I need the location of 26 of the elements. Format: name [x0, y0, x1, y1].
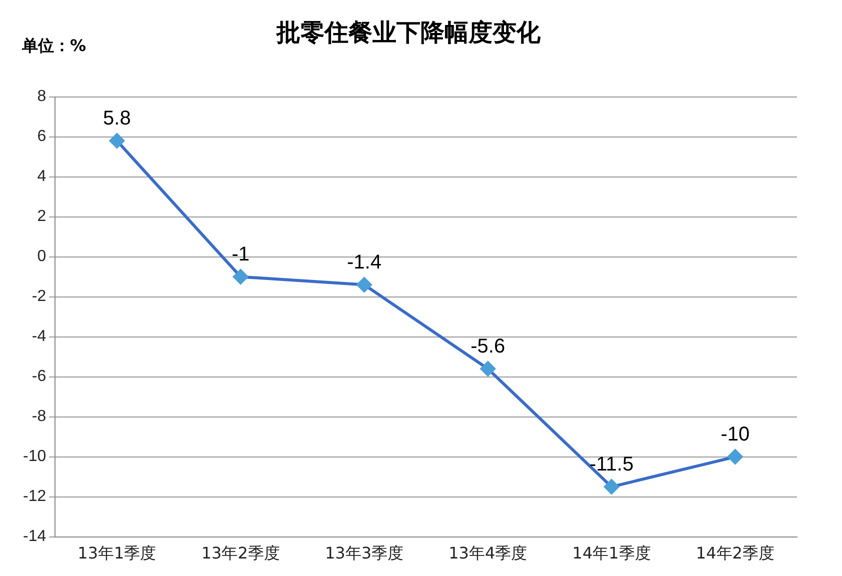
x-tick-label: 13年1季度: [78, 544, 156, 563]
x-tick-label: 13年2季度: [201, 544, 280, 563]
y-tick-label: 4: [37, 168, 46, 186]
y-tick-label: -2: [32, 288, 46, 306]
data-label: -5.6: [470, 335, 506, 358]
y-axis-title: 单位：%: [22, 36, 86, 57]
y-tick-label: 2: [37, 208, 46, 226]
data-label: -11.5: [589, 453, 634, 476]
y-tick-label: -4: [32, 328, 46, 346]
data-label: -1: [232, 243, 250, 266]
x-tick-label: 13年4季度: [448, 544, 528, 563]
data-label: 5.8: [103, 107, 131, 130]
x-tick-label: 14年2季度: [696, 544, 774, 563]
y-tick-label: 8: [37, 88, 46, 106]
y-tick-label: 6: [37, 128, 46, 146]
x-tick-label: 14年1季度: [572, 544, 651, 563]
y-tick-label: -12: [23, 488, 46, 506]
y-tick-label: -14: [23, 528, 46, 546]
y-tick-label: -8: [32, 408, 46, 426]
y-tick-label: 0: [37, 248, 46, 266]
y-tick-label: -10: [23, 448, 46, 466]
chart-title: 批零住餐业下降幅度变化: [276, 18, 542, 47]
y-tick-label: -6: [32, 368, 46, 386]
x-tick-label: 13年3季度: [324, 544, 404, 563]
data-label: -10: [720, 423, 750, 446]
data-label: -1.4: [347, 251, 382, 274]
